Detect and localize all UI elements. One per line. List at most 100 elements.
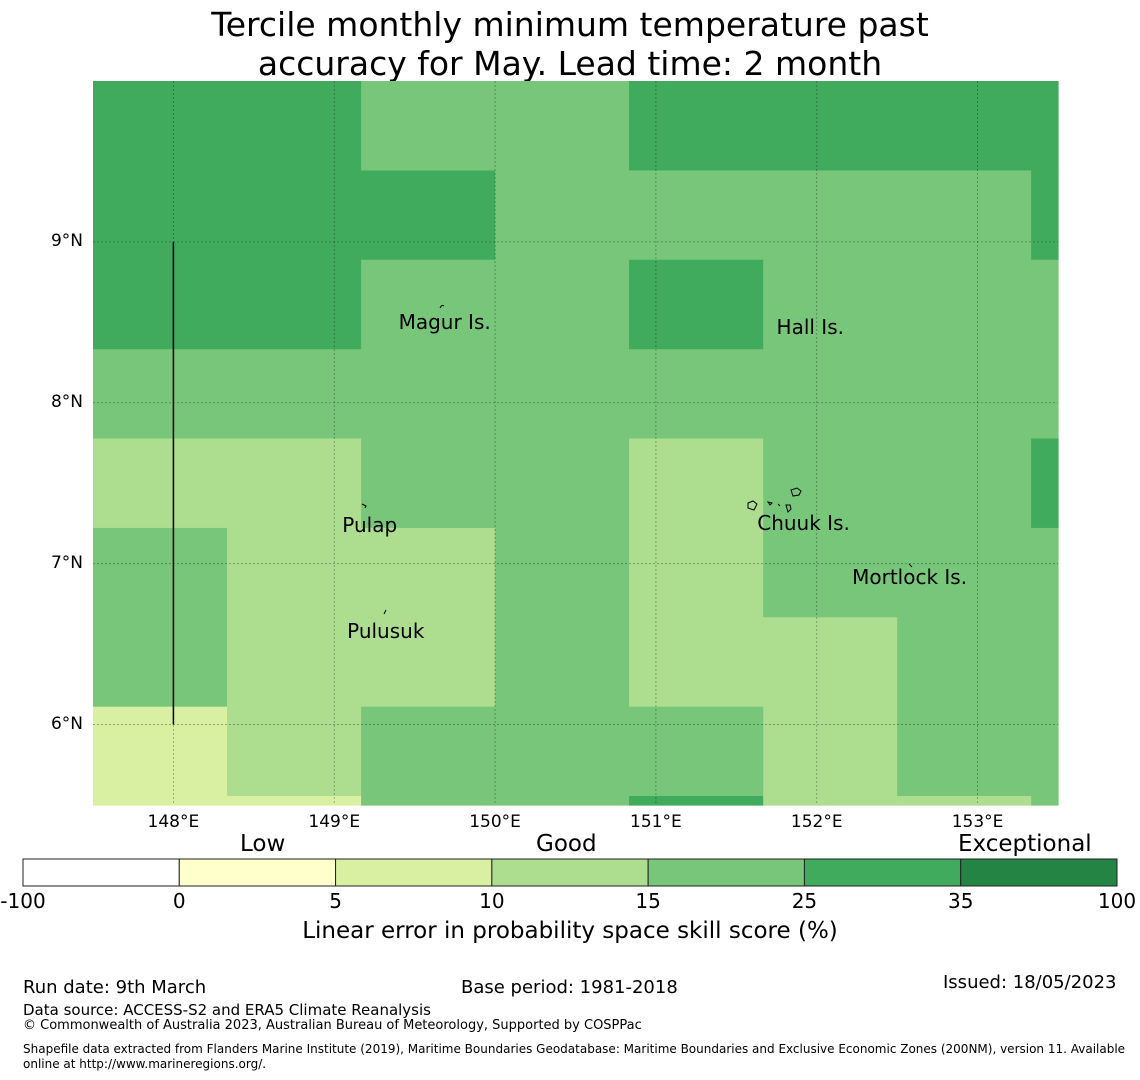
colorbar-segment (803, 858, 962, 887)
copyright-notice: © Commonwealth of Australia 2023, Austra… (23, 1018, 642, 1033)
skill-cell (1031, 349, 1059, 440)
skill-cell (763, 349, 898, 440)
lat-tick-label: 6°N (50, 713, 83, 734)
colorbar-outline (22, 858, 1118, 887)
skill-cell (1031, 795, 1059, 806)
lat-tick-label: 7°N (50, 552, 83, 573)
colorbar-tick-label: 0 (172, 889, 186, 913)
colorbar-tick-label: -100 (0, 889, 46, 913)
place-label: Hall Is. (776, 315, 844, 340)
issued-date: Issued: 18/05/2023 (943, 972, 1117, 993)
skill-cell (1031, 81, 1059, 172)
skill-cell (495, 349, 630, 440)
pulap-island-outline (361, 503, 367, 509)
skill-cell (1031, 170, 1059, 261)
skill-cell (361, 259, 496, 350)
lon-tick-label: 149°E (308, 812, 361, 832)
colorbar-segment (335, 858, 493, 887)
skill-cell (763, 706, 898, 797)
skill-cell (629, 170, 764, 261)
skill-cell (629, 617, 764, 708)
colorbar-segment (178, 858, 337, 887)
category-good-label: Good (536, 831, 597, 857)
skill-cell (1031, 527, 1059, 618)
skill-cell (495, 81, 630, 172)
skill-cell (495, 438, 630, 529)
skill-cell (629, 706, 764, 797)
colorbar-segment (22, 858, 180, 887)
lat-tick-label: 8°N (50, 391, 83, 412)
skill-cell (763, 795, 898, 806)
chart-title-line1: Tercile monthly minimum temperature past (211, 5, 929, 44)
skill-cell (495, 170, 630, 261)
skill-cells (93, 81, 1059, 806)
skill-cell (361, 170, 496, 261)
skill-cell (1031, 259, 1059, 350)
lon-tick-label: 150°E (469, 812, 521, 832)
skill-cell (226, 438, 362, 529)
place-label: Pulap (342, 513, 398, 538)
graticule (93, 81, 1058, 805)
skill-cell (226, 795, 362, 806)
skill-cell (629, 349, 764, 440)
skill-cell (629, 795, 764, 806)
skill-cell (763, 527, 898, 618)
colorbar (22, 858, 1118, 887)
place-label: Magur Is. (398, 310, 491, 335)
skill-cell (897, 706, 1032, 797)
skill-cell (897, 527, 1032, 618)
skill-cell (361, 349, 496, 440)
colorbar-tick-label: 100 (1097, 889, 1137, 913)
skill-cell (226, 170, 362, 261)
skill-cell (361, 617, 496, 708)
place-label: Chuuk Is. (757, 511, 850, 536)
skill-cell (763, 259, 898, 350)
skill-cell (361, 527, 496, 618)
skill-cell (93, 795, 228, 806)
skill-cell (897, 349, 1032, 440)
category-exceptional-label: Exceptional (958, 831, 1092, 857)
colorbar-segment (960, 858, 1118, 887)
skill-cell (93, 349, 228, 440)
skill-cell (629, 438, 764, 529)
run-date: Run date: 9th March (23, 977, 207, 998)
category-low-label: Low (240, 831, 286, 857)
skill-cell (763, 617, 898, 708)
skill-cell (897, 170, 1032, 261)
colorbar-segment (491, 858, 649, 887)
magur-island-outline (439, 304, 445, 309)
chart-title-line2: accuracy for May. Lead time: 2 month (257, 44, 883, 83)
skill-cell (495, 706, 630, 797)
skill-cell (226, 617, 362, 708)
shapefile-credit-line1: Shapefile data extracted from Flanders M… (23, 1042, 1126, 1056)
mortlock-island-outline (908, 563, 913, 568)
island-outlines (361, 304, 913, 615)
skill-cell (897, 795, 1032, 806)
skill-cell (361, 81, 496, 172)
skill-cell (93, 438, 228, 529)
pulusuk-island-outline (383, 609, 387, 615)
colorbar-tick-label: 35 (947, 889, 974, 913)
skill-cell (495, 795, 630, 806)
colorbar-label: Linear error in probability space skill … (302, 918, 838, 944)
data-source: Data source: ACCESS-S2 and ERA5 Climate … (23, 1001, 431, 1019)
skill-cell (1031, 706, 1059, 797)
skill-cell (897, 81, 1032, 172)
skill-cell (495, 259, 630, 350)
colorbar-tick-label: 15 (635, 889, 661, 913)
skill-cell (226, 349, 362, 440)
skill-cell (629, 527, 764, 618)
skill-cell (361, 706, 496, 797)
skill-cell (226, 259, 362, 350)
skill-cell (629, 259, 764, 350)
skill-cell (1031, 617, 1059, 708)
skill-cell (495, 527, 630, 618)
base-period: Base period: 1981-2018 (461, 977, 678, 998)
skill-cell (93, 706, 228, 797)
colorbar-tick-label: 25 (791, 889, 818, 913)
colorbar-tick-label: 5 (329, 889, 342, 913)
lon-tick-label: 153°E (951, 812, 1004, 832)
skill-cell (93, 527, 228, 618)
place-label: Mortlock Is. (852, 564, 968, 589)
